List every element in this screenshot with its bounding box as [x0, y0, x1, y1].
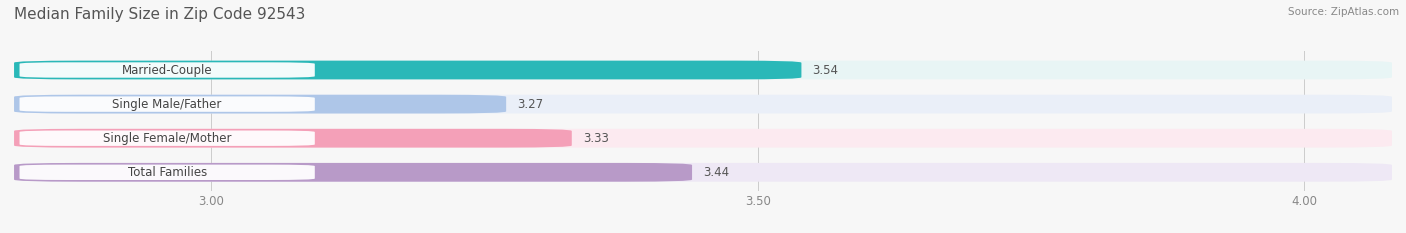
Text: 3.44: 3.44 [703, 166, 730, 179]
FancyBboxPatch shape [14, 129, 572, 147]
FancyBboxPatch shape [14, 61, 801, 79]
FancyBboxPatch shape [14, 163, 1392, 182]
FancyBboxPatch shape [20, 130, 315, 146]
FancyBboxPatch shape [14, 95, 506, 113]
Text: Source: ZipAtlas.com: Source: ZipAtlas.com [1288, 7, 1399, 17]
Text: Single Female/Mother: Single Female/Mother [103, 132, 232, 145]
FancyBboxPatch shape [14, 95, 1392, 113]
FancyBboxPatch shape [20, 165, 315, 180]
FancyBboxPatch shape [14, 163, 692, 182]
FancyBboxPatch shape [20, 62, 315, 78]
Text: Single Male/Father: Single Male/Father [112, 98, 222, 111]
FancyBboxPatch shape [20, 96, 315, 112]
Text: Married-Couple: Married-Couple [122, 64, 212, 76]
Text: 3.33: 3.33 [582, 132, 609, 145]
Text: Median Family Size in Zip Code 92543: Median Family Size in Zip Code 92543 [14, 7, 305, 22]
Text: 3.27: 3.27 [517, 98, 543, 111]
FancyBboxPatch shape [14, 129, 1392, 147]
Text: Total Families: Total Families [128, 166, 207, 179]
FancyBboxPatch shape [14, 61, 1392, 79]
Text: 3.54: 3.54 [813, 64, 838, 76]
